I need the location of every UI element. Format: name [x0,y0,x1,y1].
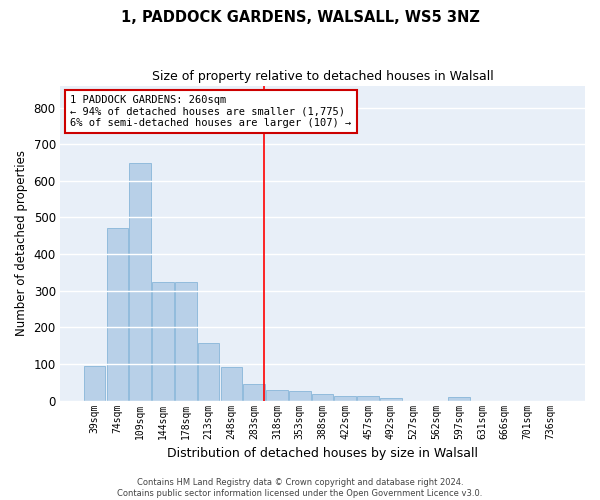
X-axis label: Distribution of detached houses by size in Walsall: Distribution of detached houses by size … [167,447,478,460]
Bar [198,343,220,400]
Bar [244,384,265,400]
Bar [266,390,288,400]
Text: 1, PADDOCK GARDENS, WALSALL, WS5 3NZ: 1, PADDOCK GARDENS, WALSALL, WS5 3NZ [121,10,479,25]
Bar [152,282,174,401]
Bar [357,396,379,400]
Title: Size of property relative to detached houses in Walsall: Size of property relative to detached ho… [152,70,493,83]
Text: Contains HM Land Registry data © Crown copyright and database right 2024.
Contai: Contains HM Land Registry data © Crown c… [118,478,482,498]
Bar [130,163,151,400]
Bar [84,366,106,400]
Bar [311,394,334,400]
Bar [380,398,401,400]
Bar [334,396,356,400]
Y-axis label: Number of detached properties: Number of detached properties [15,150,28,336]
Bar [175,282,197,401]
Text: 1 PADDOCK GARDENS: 260sqm
← 94% of detached houses are smaller (1,775)
6% of sem: 1 PADDOCK GARDENS: 260sqm ← 94% of detac… [70,95,352,128]
Bar [289,392,311,400]
Bar [448,397,470,400]
Bar [221,366,242,400]
Bar [107,228,128,400]
